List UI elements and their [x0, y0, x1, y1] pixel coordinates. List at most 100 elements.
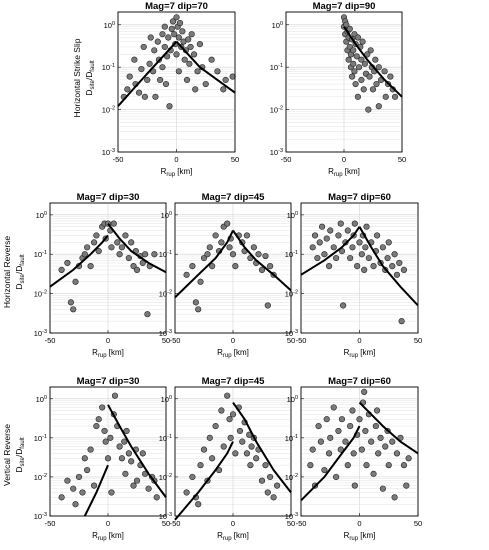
data-point [373, 407, 381, 414]
data-point [144, 311, 151, 318]
chart-panel: -50 0 50 10-3 10-2 10-1 100 Mag=7 dip=70 Rrup [k… [102, 1, 239, 178]
x-tick-label: 50 [162, 336, 170, 345]
x-axis-label: Rrup [km] [344, 531, 376, 542]
data-point [107, 434, 114, 441]
data-point [133, 266, 141, 274]
y-tick-label: 100 [161, 211, 172, 220]
data-point [81, 455, 88, 462]
data-point [87, 262, 94, 270]
data-point [365, 254, 372, 262]
data-point [75, 473, 83, 481]
data-point [110, 220, 117, 227]
data-point [169, 18, 177, 25]
data-point [372, 422, 379, 430]
data-point [70, 485, 77, 492]
row-label-line2: Dsite/Dfault [14, 254, 26, 290]
data-point [206, 434, 213, 441]
data-point [222, 76, 229, 84]
row-label-line1: Horizontal Reverse [2, 236, 12, 309]
data-point [370, 470, 377, 477]
data-point [393, 450, 401, 457]
y-tick-label: 10-3 [34, 329, 47, 338]
y-tick-label: 10-1 [102, 63, 115, 72]
data-point [314, 254, 321, 262]
data-point [325, 262, 333, 270]
y-tick-label: 10-1 [285, 250, 298, 259]
trend-line [232, 402, 292, 494]
data-point [192, 86, 199, 93]
data-point [358, 446, 365, 453]
data-point [145, 485, 152, 492]
data-point [121, 438, 128, 445]
data-point [368, 438, 375, 445]
data-point [335, 232, 342, 239]
y-tick-label: 10-3 [270, 148, 283, 157]
data-point [58, 266, 65, 274]
data-point [327, 434, 334, 441]
data-point [379, 485, 387, 492]
data-point [104, 455, 112, 462]
data-point [370, 262, 377, 270]
x-tick-label: 50 [162, 519, 170, 528]
data-point [116, 443, 123, 450]
data-point [338, 416, 346, 423]
trend-line [300, 425, 361, 502]
chart-title: Mag=7 dip=45 [202, 192, 266, 203]
data-point [391, 93, 399, 100]
trend-line [49, 234, 109, 288]
data-point [87, 446, 94, 453]
data-point [262, 252, 269, 260]
y-tick-label: 100 [104, 21, 115, 30]
data-point [403, 482, 410, 489]
data-point [162, 80, 170, 88]
data-point [212, 232, 219, 239]
data-point [139, 450, 146, 457]
data-point [70, 306, 77, 313]
data-point [236, 427, 244, 435]
data-point [342, 438, 349, 445]
data-point [323, 416, 330, 423]
data-point [95, 248, 102, 255]
data-point [123, 427, 130, 435]
data-point [79, 489, 86, 496]
data-point [340, 302, 347, 309]
data-point [372, 56, 379, 63]
y-tick-label: 10-2 [285, 473, 298, 482]
data-point [195, 501, 202, 508]
data-point [349, 73, 356, 80]
x-tick-label: 50 [414, 519, 422, 528]
x-tick-label: 50 [287, 336, 295, 345]
data-point [90, 239, 98, 246]
data-point [243, 232, 251, 239]
data-point [248, 443, 255, 450]
data-point [350, 47, 357, 54]
x-axis-label: Rrup [km] [92, 531, 124, 542]
data-point [335, 427, 342, 435]
data-point [227, 434, 234, 441]
data-point [267, 473, 274, 481]
data-point [111, 392, 119, 399]
data-point [161, 23, 168, 30]
data-point [343, 21, 350, 28]
data-point [363, 223, 370, 230]
data-point [258, 266, 266, 274]
data-point [344, 227, 351, 234]
row-label-line1: Horizontal Strike Slip [72, 38, 82, 117]
trend-line [174, 441, 234, 521]
data-point [243, 450, 251, 457]
x-tick-label: 0 [106, 336, 110, 345]
trend-line [300, 226, 361, 276]
data-point [391, 494, 398, 501]
data-point [360, 86, 367, 93]
data-point [108, 489, 115, 496]
data-point [267, 262, 274, 270]
data-point [377, 434, 384, 441]
data-point [393, 271, 401, 278]
data-point [218, 407, 225, 414]
data-point [90, 482, 98, 489]
data-point [232, 262, 239, 270]
data-point [239, 438, 246, 445]
